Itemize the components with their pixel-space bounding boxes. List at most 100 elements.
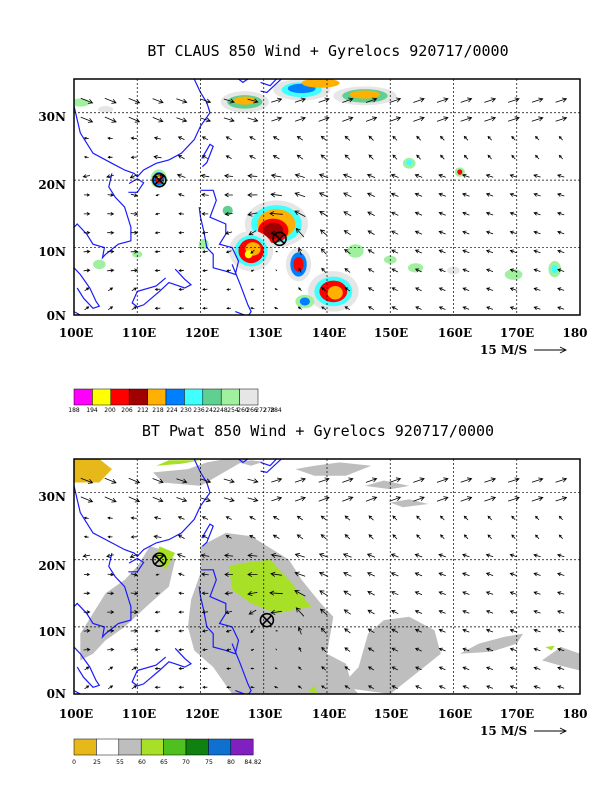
wind-vector (320, 154, 327, 160)
top-colorbar-label: 224 (166, 407, 178, 414)
wind-vector (413, 496, 425, 502)
wind-vector (176, 98, 188, 104)
wind-vector (460, 477, 473, 483)
wind-vector (107, 306, 114, 311)
top-gyre-locations (152, 172, 287, 247)
wind-vector (318, 477, 330, 483)
wind-vector (154, 250, 161, 254)
wind-vector (436, 97, 449, 103)
coastline (74, 173, 132, 260)
wind-vector (438, 591, 446, 596)
wind-vector (107, 628, 115, 633)
wind-vector (294, 116, 306, 122)
colorbar-swatch (147, 388, 167, 406)
wind-vector (392, 154, 398, 160)
colorbar-swatch (110, 388, 130, 406)
wind-vector (321, 646, 327, 653)
wind-vector (436, 116, 449, 122)
wind-vector (298, 287, 302, 292)
wind-vector (130, 211, 139, 216)
wind-vector (391, 287, 398, 292)
wind-vector (367, 628, 375, 634)
wind-vector (107, 287, 114, 292)
wind-vector (274, 288, 278, 291)
wind-vector (107, 212, 115, 216)
wind-vector (250, 648, 255, 651)
wind-vector (250, 288, 255, 291)
wind-vector (533, 192, 541, 197)
top-colorbar-label: 236 (193, 407, 205, 414)
wind-vector (321, 267, 327, 273)
wind-vector (511, 515, 516, 521)
wind-vector (509, 685, 517, 689)
wind-vector (367, 685, 375, 690)
top-map (73, 78, 581, 316)
cloud-cell (406, 159, 413, 166)
wind-vector (225, 629, 232, 633)
bottom-colorbar-label: 75 (205, 759, 213, 766)
wind-vector (415, 685, 422, 689)
top-colorbar-label: 284 (270, 407, 282, 414)
wind-vector (486, 666, 494, 671)
wind-vector (555, 496, 568, 502)
wind-vector (84, 306, 90, 311)
wind-vector (177, 516, 185, 520)
wind-vector (343, 211, 352, 217)
wind-vector (509, 610, 517, 614)
colorbar-swatch (118, 738, 142, 756)
wind-vector (274, 667, 278, 670)
coastline (238, 459, 249, 464)
wind-vector (130, 628, 139, 633)
wind-vector (247, 571, 258, 578)
wind-vector (154, 610, 161, 614)
wind-vector (271, 97, 283, 103)
wind-vector (507, 97, 520, 103)
wind-vector (344, 287, 351, 292)
wind-vector (176, 553, 186, 558)
wind-vector (178, 685, 184, 689)
wind-vector (391, 230, 399, 235)
top-colorbar-label: 272 (255, 407, 267, 414)
pwat-region (295, 462, 372, 476)
wind-vector (413, 97, 425, 103)
bottom-map (73, 458, 581, 695)
wind-vector (155, 194, 160, 197)
wind-vector (298, 646, 302, 652)
wind-vector (178, 591, 185, 595)
wind-vector (342, 477, 354, 483)
wind-vector (416, 154, 421, 160)
colorbar-swatch (73, 388, 93, 406)
wind-vector (462, 249, 470, 254)
wind-vector (462, 685, 470, 689)
wind-vector (153, 534, 162, 539)
wind-vector (342, 173, 352, 179)
wind-vector (440, 534, 445, 540)
wind-vector (556, 211, 565, 216)
wind-vector (83, 647, 91, 652)
bottom-reference-vector-arrow (534, 727, 568, 735)
wind-vector (535, 154, 540, 160)
wind-vector (318, 496, 330, 502)
wind-vector (247, 590, 258, 596)
wind-vector (485, 553, 494, 558)
wind-vector (319, 608, 328, 616)
wind-vector (296, 534, 304, 540)
wind-vector (533, 287, 541, 292)
wind-vector (343, 192, 352, 198)
wind-vector (365, 496, 378, 502)
wind-vector (80, 116, 94, 123)
wind-vector (225, 516, 232, 520)
bottom-colorbar-label: 84.82 (244, 759, 261, 766)
wind-vector (509, 192, 518, 197)
wind-vector (320, 135, 327, 141)
wind-vector (462, 192, 470, 197)
pwat-region (459, 633, 524, 654)
wind-vector (392, 135, 398, 141)
wind-vector (226, 685, 231, 689)
wind-vector (460, 97, 473, 103)
coastline (231, 264, 252, 315)
wind-vector (391, 685, 398, 689)
wind-vector (83, 516, 89, 520)
wind-vector (296, 136, 304, 141)
wind-vector (224, 211, 233, 217)
